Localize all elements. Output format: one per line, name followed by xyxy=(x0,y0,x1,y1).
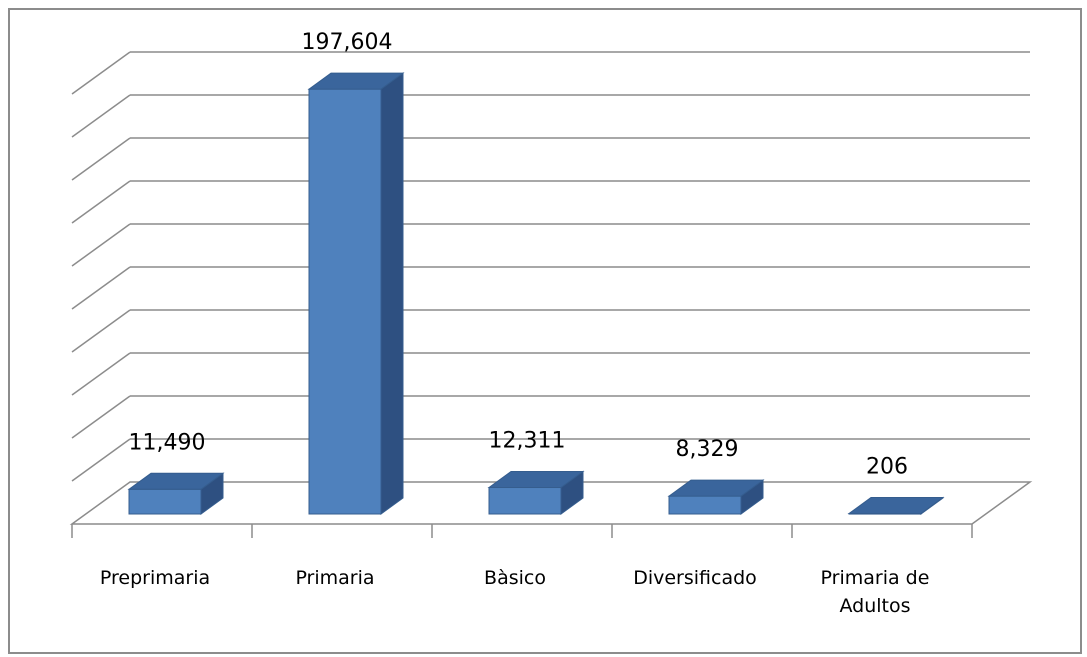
side-gridline xyxy=(71,223,131,267)
bar-top xyxy=(667,479,765,497)
side-gridline xyxy=(71,395,131,439)
data-label: 11,490 xyxy=(129,430,206,455)
data-label: 12,311 xyxy=(489,429,566,454)
data-label: 197,604 xyxy=(302,30,393,55)
bar-front xyxy=(668,495,742,515)
side-gridline xyxy=(71,94,131,138)
category-label-line: Preprimaria xyxy=(100,567,210,589)
data-label: 8,329 xyxy=(676,437,739,462)
side-gridline xyxy=(71,266,131,310)
category-label: Bàsico xyxy=(484,567,546,589)
side-gridline xyxy=(71,137,131,181)
category-label: Preprimaria xyxy=(100,567,210,589)
side-gridline xyxy=(71,309,131,353)
category-label: Primaria xyxy=(295,567,374,589)
side-gridline xyxy=(71,352,131,396)
category-label-line: Bàsico xyxy=(484,567,546,589)
category-label: Diversificado xyxy=(633,567,757,589)
bar-front xyxy=(488,487,562,515)
category-label-line: Diversificado xyxy=(633,567,757,589)
bar-top xyxy=(847,497,945,515)
bar-front xyxy=(128,488,202,515)
category-label: Primaria de Adultos xyxy=(821,567,930,617)
side-gridline xyxy=(71,180,131,224)
side-gridline xyxy=(71,438,131,482)
category-label-line: Primaria xyxy=(295,567,374,589)
category-label-line: Primaria de xyxy=(821,567,930,589)
chart-floor xyxy=(69,481,1033,525)
bar-side xyxy=(380,72,404,515)
bar-top xyxy=(307,72,405,90)
bar-front xyxy=(308,88,382,515)
bar-top xyxy=(127,472,225,490)
side-gridline xyxy=(71,51,131,95)
category-label-line: Adultos xyxy=(839,595,910,617)
data-label: 206 xyxy=(866,455,908,480)
bar-top xyxy=(487,471,585,489)
chart-frame xyxy=(8,8,1082,654)
